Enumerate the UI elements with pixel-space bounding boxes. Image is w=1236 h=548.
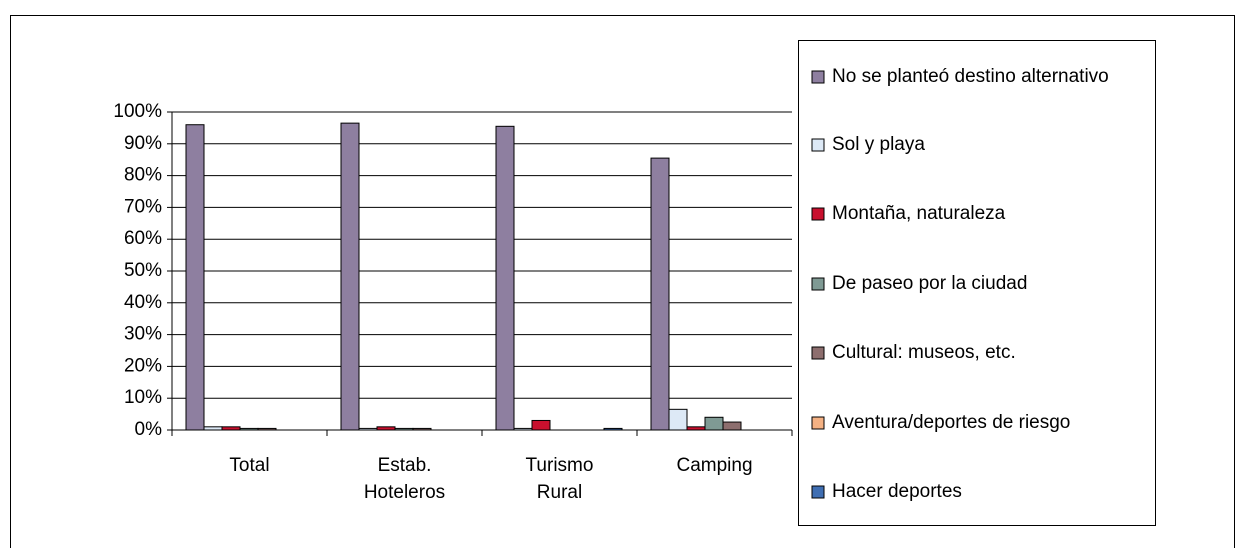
x-tick-label: Total — [229, 455, 269, 476]
x-tick-label: Camping — [676, 455, 752, 476]
legend-label: De paseo por la ciudad — [832, 273, 1027, 294]
legend-swatch — [811, 485, 825, 499]
legend-label: Aventura/deportes de riesgo — [832, 412, 1070, 433]
legend-label: Cultural: museos, etc. — [832, 342, 1016, 363]
y-tick-label: 100% — [113, 101, 162, 122]
y-tick-label: 30% — [124, 324, 162, 345]
y-tick-label: 80% — [124, 165, 162, 186]
x-tick-label: Turismo Rural — [526, 455, 594, 503]
legend-swatch — [811, 207, 825, 221]
legend-label: Hacer deportes — [832, 481, 962, 502]
legend-label: Sol y playa — [832, 134, 925, 155]
bar — [722, 421, 742, 431]
legend-swatch — [811, 277, 825, 291]
y-tick-label: 40% — [124, 292, 162, 313]
y-tick-label: 90% — [124, 133, 162, 154]
bar — [340, 122, 360, 431]
legend-label: No se planteó destino alternativo — [832, 66, 1109, 87]
bar — [185, 124, 205, 431]
bar — [668, 408, 688, 431]
y-tick-label: 70% — [124, 196, 162, 217]
bar — [704, 416, 724, 431]
legend-swatch — [811, 416, 825, 430]
x-tick-label: Estab. Hoteleros — [364, 455, 445, 503]
bar — [531, 419, 551, 431]
y-tick-label: 20% — [124, 355, 162, 376]
bar — [650, 157, 670, 431]
legend-swatch — [811, 346, 825, 360]
y-tick-label: 50% — [124, 260, 162, 281]
y-tick-label: 60% — [124, 228, 162, 249]
y-tick-label: 10% — [124, 387, 162, 408]
y-tick-label: 0% — [135, 419, 163, 440]
legend-box — [798, 40, 1156, 526]
bar — [495, 125, 515, 431]
legend-swatch — [811, 138, 825, 152]
legend-label: Montaña, naturaleza — [832, 203, 1006, 224]
legend-swatch — [811, 70, 825, 84]
